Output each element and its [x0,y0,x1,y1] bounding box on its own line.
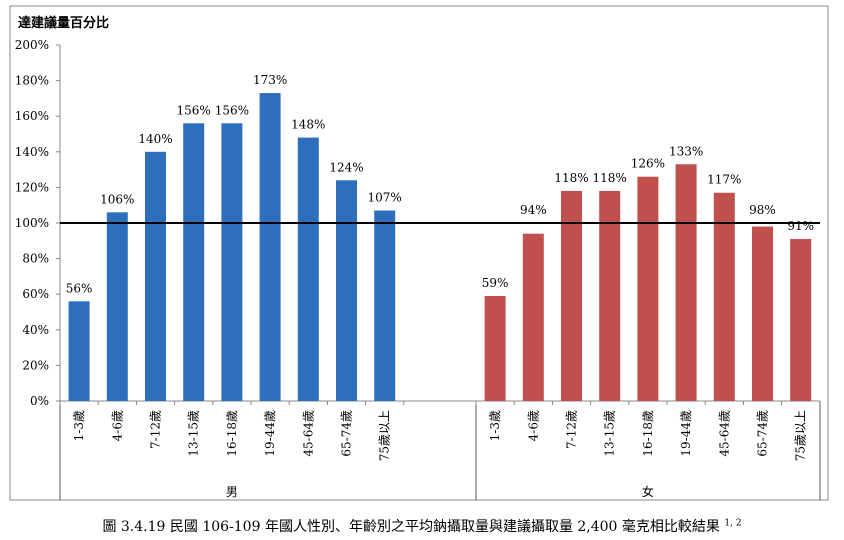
category-label: 7-12歲 [149,410,163,449]
y-tick-label: 60% [22,287,49,301]
data-label: 124% [329,160,363,174]
category-label: 45-64歲 [717,410,731,457]
y-tick-label: 40% [22,323,49,337]
category-label: 4-6歲 [110,410,124,441]
bar [68,301,90,401]
bar [374,210,396,401]
data-label: 126% [631,157,665,171]
data-label: 133% [669,144,703,158]
bar [106,212,128,401]
data-label: 156% [177,103,211,117]
data-label: 118% [593,171,627,185]
category-label: 4-6歲 [526,410,540,441]
category-label: 45-64歲 [301,410,315,457]
category-label: 75歲以上 [378,410,392,461]
bar [713,192,735,401]
plot-area: 0% 20% 40% 60% 80% 100% 120% 140% 160% 180% 200% 56… [15,38,821,500]
category-label: 16-18歲 [641,410,655,457]
data-label: 117% [707,173,741,187]
y-tick-label: 20% [22,358,49,372]
bar [336,180,357,401]
category-label: 19-44歲 [679,410,693,457]
y-tick-label: 140% [15,145,49,159]
bar [790,239,812,401]
data-label: 59% [482,276,509,290]
y-tick-label: 0% [30,394,49,408]
data-label: 94% [520,203,547,217]
bar [259,93,281,401]
y-tick-label: 180% [15,74,49,88]
bar [675,164,697,401]
category-label: 13-15歲 [603,410,617,457]
chart-frame [9,5,829,501]
data-label: 148% [291,118,325,132]
y-tick-label: 80% [22,252,49,266]
y-tick-label: 100% [15,216,49,230]
data-label: 173% [253,73,287,87]
category-label: 65-74歲 [340,410,354,457]
y-tick-label: 200% [15,38,49,52]
bar [637,176,659,401]
y-tick-label: 160% [15,109,49,123]
category-label: 75歲以上 [794,410,808,461]
bar [221,123,243,401]
bar [599,190,621,401]
category-label: 7-12歲 [565,410,579,449]
data-label: 107% [368,191,402,205]
data-label: 98% [749,203,776,217]
bar [183,123,205,401]
bar [752,226,773,401]
y-tick-label: 120% [15,180,49,194]
chart: 達建議量百分比 0% 20% 40% 60% 80% 100% 120% 140% 160% 18… [9,5,829,501]
bar [297,137,319,401]
category-label: 1-3歲 [488,410,502,441]
caption-text: 圖 3.4.19 民國 106-109 年國人性別、年齡別之平均鈉攝取量與建議攝… [102,519,720,535]
category-label: 16-18歲 [225,410,239,457]
bar [145,151,166,401]
group-label: 男 [226,485,238,499]
category-label: 13-15歲 [187,410,201,457]
category-label: 65-74歲 [756,410,770,457]
bar [522,233,544,401]
data-label: 91% [787,219,814,233]
group-label: 女 [642,484,654,499]
data-label: 56% [66,281,93,295]
data-label: 118% [554,171,588,185]
data-label: 156% [215,103,249,117]
bar [484,295,506,401]
bar [561,190,582,401]
figure-caption: 圖 3.4.19 民國 106-109 年國人性別、年齡別之平均鈉攝取量與建議攝… [0,516,844,536]
data-label: 140% [138,132,172,146]
data-label: 106% [100,192,134,206]
caption-superscript: 1, 2 [724,518,742,529]
category-label: 19-44歲 [263,410,277,457]
y-axis-title: 達建議量百分比 [18,15,109,31]
category-label: 1-3歲 [72,410,86,441]
